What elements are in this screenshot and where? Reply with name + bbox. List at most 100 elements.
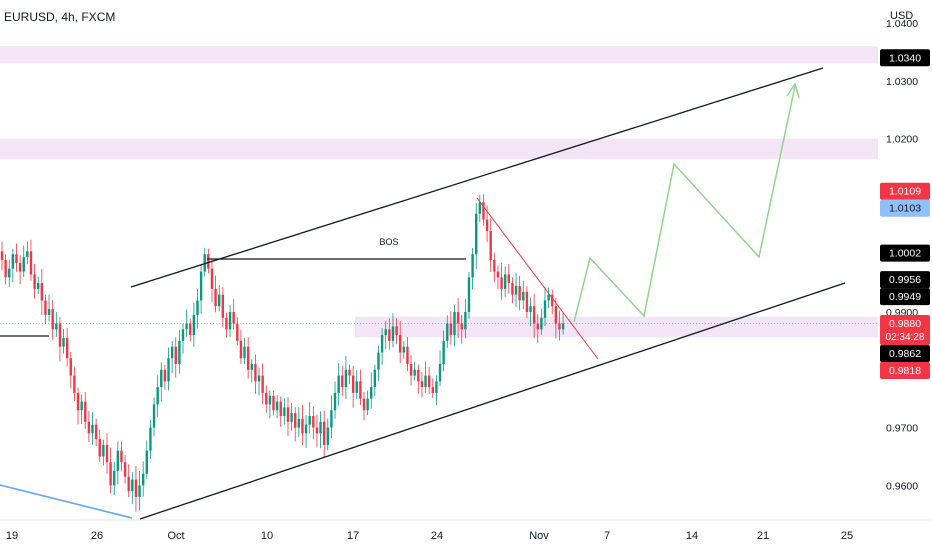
candle-body [391, 326, 395, 341]
candle-body [514, 286, 518, 295]
candle-body [84, 401, 87, 422]
y-tick-label: 1.0400 [886, 18, 918, 30]
x-tick-label: 19 [6, 530, 18, 542]
candle-body [11, 254, 15, 269]
candle-body [395, 326, 398, 336]
candle-body [319, 421, 322, 434]
price-tag-label: 0.9949 [889, 291, 921, 303]
candle-body [275, 401, 279, 411]
candle-body [532, 306, 536, 324]
candle-body [0, 251, 4, 260]
candle-body [232, 312, 235, 324]
candle-body [152, 404, 156, 428]
candle-body [246, 346, 250, 370]
candle-body [134, 479, 138, 497]
candle-body [442, 340, 445, 364]
candle-body [185, 323, 188, 330]
candle-body [561, 323, 565, 330]
candle-body [55, 323, 58, 330]
candle-body [406, 346, 409, 364]
x-tick-label: 14 [686, 530, 698, 542]
candle-body [257, 375, 261, 382]
candle-body [94, 424, 98, 440]
x-tick-label: 26 [91, 530, 103, 542]
candle-body [435, 381, 438, 393]
support-line[interactable] [0, 484, 133, 519]
candle-body [290, 413, 293, 422]
candle-body [518, 286, 521, 301]
candle-body [558, 323, 561, 330]
y-tick-label: 1.0200 [886, 134, 918, 146]
bos-label: BOS [379, 237, 398, 247]
candle-body [446, 323, 449, 341]
candle-body [355, 381, 358, 393]
candle-body [4, 260, 7, 278]
price-tag-label: 1.0109 [889, 186, 921, 198]
candle-body [551, 294, 554, 307]
price-tag [880, 345, 930, 363]
candle-body [304, 424, 308, 434]
candle-body [341, 375, 344, 388]
candle-body [181, 329, 185, 341]
price-tag-label: 0.9862 [889, 348, 921, 360]
candle-body [98, 439, 101, 457]
candle-body [370, 387, 373, 399]
candle-body [475, 213, 478, 255]
candle-body [348, 369, 351, 376]
channel-upper-line[interactable] [130, 67, 824, 288]
candle-body [116, 450, 120, 471]
candle-body [464, 312, 467, 330]
candle-body [485, 219, 489, 232]
x-tick-label: Nov [529, 530, 549, 542]
candle-body [449, 323, 453, 336]
candle-body [456, 312, 460, 324]
candle-body [543, 300, 547, 318]
candle-body [254, 364, 257, 382]
price-tag [880, 362, 930, 380]
candle-body [286, 407, 290, 422]
price-tag [880, 288, 930, 306]
x-tick-label: 7 [604, 530, 610, 542]
candle-body [160, 369, 163, 388]
candle-body [380, 335, 384, 353]
candle-body [250, 364, 253, 370]
candle-body [15, 254, 18, 263]
candle-body [366, 398, 369, 411]
candle-body [460, 323, 463, 330]
candle-body [65, 338, 69, 359]
candle-body [37, 283, 40, 289]
candle-body [337, 375, 340, 393]
price-tag [880, 182, 930, 200]
y-tick-label: 0.9700 [886, 423, 918, 435]
candle-body [326, 427, 329, 445]
countdown-label: 02:34:28 [886, 332, 925, 343]
price-tag-label: 1.0103 [889, 203, 921, 215]
candle-body [399, 335, 402, 353]
candle-body [402, 346, 406, 353]
projection-path[interactable] [573, 85, 796, 323]
candle-body [496, 271, 500, 278]
candle-body [467, 277, 471, 312]
candle-body [384, 329, 387, 336]
channel-lower-line[interactable] [139, 282, 846, 520]
candle-body [87, 421, 91, 434]
candle-body [283, 407, 286, 416]
candle-body [141, 473, 145, 486]
candle-body [44, 300, 47, 315]
candle-body [236, 323, 239, 341]
y-tick-label: 0.9600 [886, 480, 918, 492]
supply-zone-middle [0, 138, 878, 159]
candle-body [145, 450, 148, 474]
candle-body [192, 314, 196, 336]
candle-body [413, 369, 416, 376]
candle-body [167, 358, 170, 382]
candle-body [29, 251, 33, 275]
candle-body [438, 364, 442, 382]
candle-body [102, 444, 105, 457]
downtrend-line[interactable] [476, 197, 599, 360]
candle-body [511, 283, 514, 295]
candle-body [73, 375, 76, 393]
candle-body [351, 375, 355, 393]
